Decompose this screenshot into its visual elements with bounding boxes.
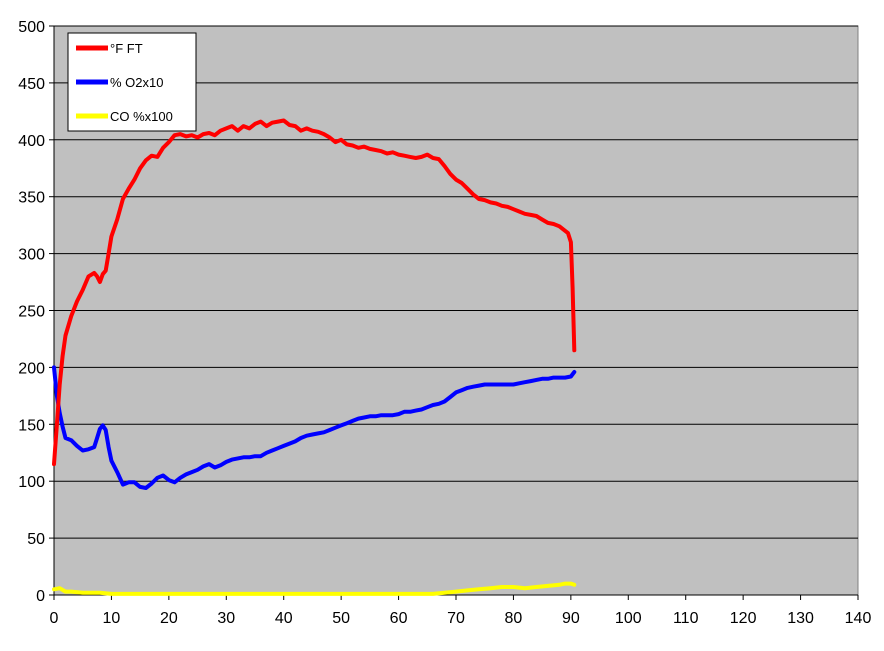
y-tick-label: 500 xyxy=(18,19,45,36)
x-tick-label: 10 xyxy=(103,610,121,627)
series-line-co-x100 xyxy=(52,581,577,596)
series-line-o2x10 xyxy=(52,365,577,490)
y-tick-label: 150 xyxy=(18,417,45,434)
x-tick-label: 140 xyxy=(845,610,872,627)
x-tick-label: 60 xyxy=(390,610,408,627)
x-tick-label: 80 xyxy=(505,610,523,627)
x-tick-label: 110 xyxy=(673,610,699,627)
x-tick-label: 130 xyxy=(787,610,814,627)
x-tick-label: 100 xyxy=(615,610,642,627)
y-tick-label: 200 xyxy=(18,360,45,377)
x-tick-label: 30 xyxy=(217,610,235,627)
y-tick-label: 50 xyxy=(27,531,45,548)
series-line-f-ft xyxy=(52,118,577,467)
y-tick-label: 450 xyxy=(18,76,45,93)
y-tick-label: 100 xyxy=(18,474,45,491)
legend-label: CO %x100 xyxy=(110,109,173,124)
y-tick-label: 250 xyxy=(18,304,45,321)
x-tick-label: 120 xyxy=(730,610,757,627)
x-tick-label: 50 xyxy=(332,610,350,627)
series-lines xyxy=(52,118,577,596)
legend-label: % O2x10 xyxy=(110,75,163,90)
x-axis-ticks: 0 10 20 30 40 50 60 70 80 90 100 110 120 130 140 xyxy=(50,594,872,627)
x-tick-label: 90 xyxy=(562,610,580,627)
x-tick-label: 20 xyxy=(160,610,178,627)
y-tick-label: 400 xyxy=(18,133,45,150)
legend: °F FT % O2x10 CO %x100 xyxy=(67,32,197,132)
y-tick-label: 0 xyxy=(36,588,45,605)
y-tick-label: 350 xyxy=(18,190,45,207)
legend-label: °F FT xyxy=(110,41,143,56)
x-tick-label: 0 xyxy=(50,610,59,627)
x-tick-label: 40 xyxy=(275,610,293,627)
x-tick-label: 70 xyxy=(447,610,465,627)
y-axis-ticks: 0 50 100 150 200 250 300 350 400 450 500 xyxy=(18,19,55,605)
y-tick-label: 300 xyxy=(18,247,45,264)
